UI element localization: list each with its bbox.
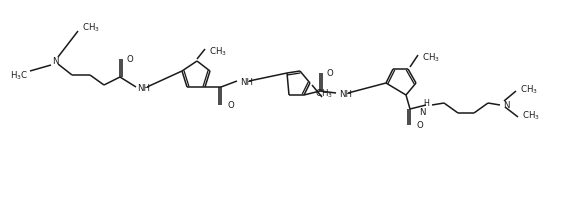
Text: O: O bbox=[227, 101, 234, 110]
Text: CH$_3$: CH$_3$ bbox=[315, 87, 333, 100]
Text: NH: NH bbox=[339, 90, 352, 99]
Text: N: N bbox=[419, 108, 425, 117]
Text: CH$_3$: CH$_3$ bbox=[209, 46, 227, 58]
Text: CH$_3$: CH$_3$ bbox=[522, 109, 540, 122]
Text: O: O bbox=[126, 55, 133, 64]
Text: NH: NH bbox=[137, 84, 150, 93]
Text: N: N bbox=[52, 57, 58, 66]
Text: CH$_3$: CH$_3$ bbox=[520, 83, 538, 96]
Text: O: O bbox=[416, 121, 423, 130]
Text: H$_3$C: H$_3$C bbox=[10, 69, 28, 82]
Text: O: O bbox=[326, 69, 333, 78]
Text: NH: NH bbox=[240, 78, 253, 87]
Text: CH$_3$: CH$_3$ bbox=[82, 22, 100, 34]
Text: CH$_3$: CH$_3$ bbox=[422, 51, 440, 64]
Text: N: N bbox=[503, 101, 510, 110]
Text: H: H bbox=[423, 99, 429, 108]
